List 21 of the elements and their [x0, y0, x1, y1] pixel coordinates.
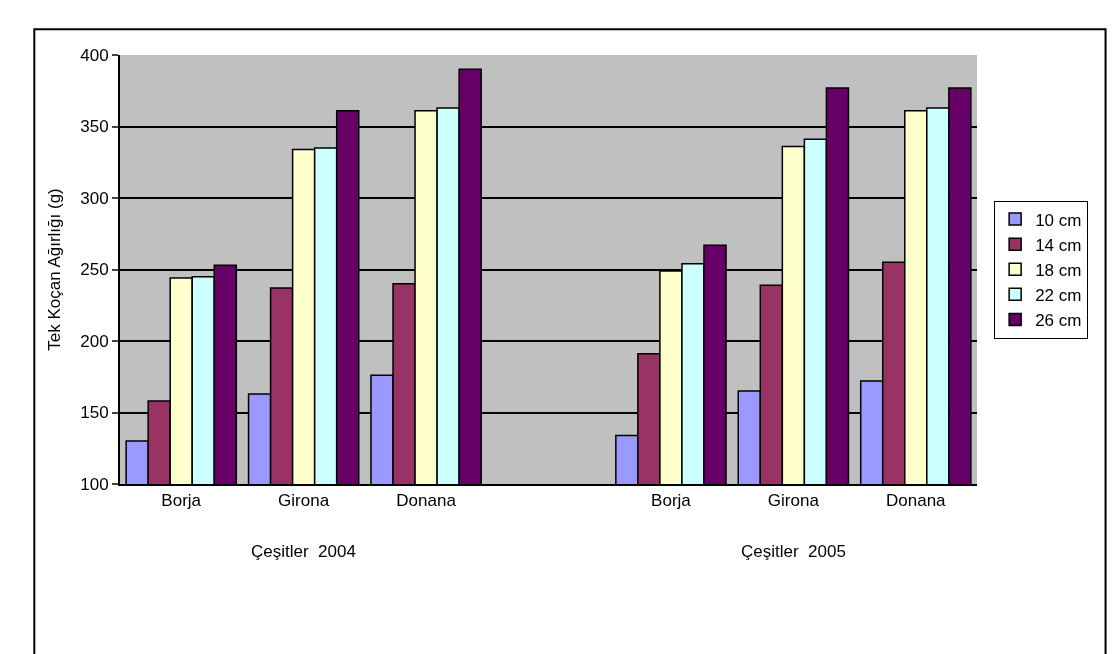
- y-tick-label: 300: [80, 188, 109, 208]
- legend-label: 26 cm: [1035, 311, 1082, 331]
- y-tick-label: 200: [80, 331, 109, 351]
- legend-label: 10 cm: [1035, 210, 1082, 230]
- y-axis-title: Tek Koçan Ağırlığı (g): [45, 188, 65, 351]
- x-tick-label: Donana: [396, 491, 457, 511]
- text: Çeşitler 2005: [741, 542, 846, 561]
- y-tick-label: 250: [80, 260, 109, 280]
- x-tick-label: Donana: [886, 491, 947, 511]
- legend-label: 22 cm: [1035, 285, 1082, 305]
- x-tick-label: Borja: [651, 491, 692, 511]
- x-tick-label: Girona: [767, 491, 820, 511]
- y-tick-label: 100: [80, 474, 109, 494]
- text: Çeşitler 2004: [251, 542, 356, 561]
- y-tick-label: 400: [80, 45, 109, 65]
- legend-label: 14 cm: [1035, 235, 1082, 255]
- x-tick-label: Borja: [161, 491, 202, 511]
- x-tick-label: Girona: [278, 491, 330, 511]
- legend-label: 18 cm: [1035, 260, 1082, 280]
- y-tick-label: 350: [80, 117, 109, 137]
- y-tick-label: 150: [80, 403, 109, 423]
